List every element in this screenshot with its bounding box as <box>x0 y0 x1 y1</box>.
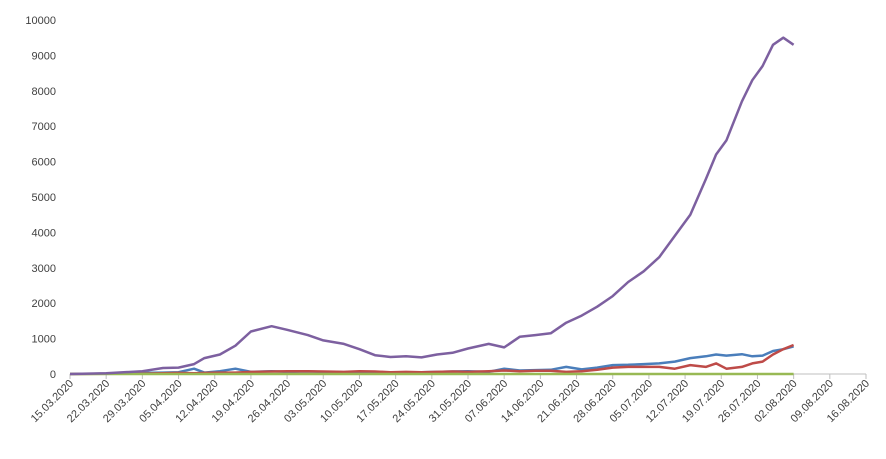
y-tick-label: 6000 <box>32 157 56 169</box>
series-line <box>69 345 794 376</box>
y-tick-label: 8000 <box>32 86 56 98</box>
y-tick-label: 2000 <box>32 298 56 310</box>
y-tick-label: 4000 <box>32 227 56 239</box>
y-tick-label: 3000 <box>32 263 56 275</box>
y-tick-label: 1000 <box>32 334 56 346</box>
y-tick-label: 5000 <box>32 192 56 204</box>
y-tick-label: 0 <box>50 369 56 381</box>
y-tick-label: 9000 <box>32 50 56 62</box>
y-tick-label: 10000 <box>25 15 56 27</box>
series-line <box>69 343 795 376</box>
series-line <box>69 36 795 376</box>
y-tick-label: 7000 <box>32 121 56 133</box>
